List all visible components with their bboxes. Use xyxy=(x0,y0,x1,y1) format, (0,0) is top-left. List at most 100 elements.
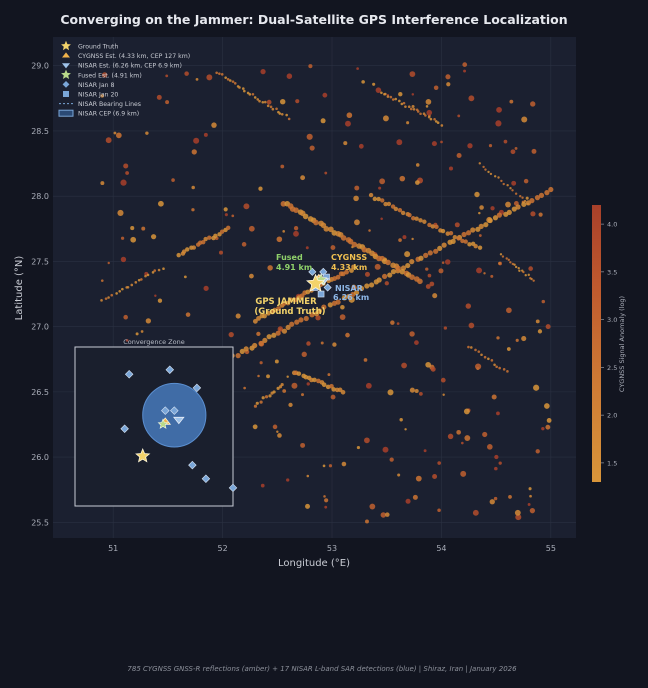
cygnss-point xyxy=(521,116,528,123)
cygnss-point xyxy=(478,223,484,229)
cygnss-point xyxy=(276,386,280,390)
cygnss-point xyxy=(349,268,354,273)
cygnss-point xyxy=(541,299,546,304)
cygnss-point xyxy=(171,178,175,182)
cygnss-point xyxy=(269,105,273,109)
cygnss-point xyxy=(502,182,505,186)
cygnss-point xyxy=(288,297,294,303)
cygnss-point xyxy=(341,461,347,467)
inset-nisar-point xyxy=(124,370,134,379)
cygnss-point xyxy=(541,426,545,431)
cygnss-point xyxy=(120,236,125,240)
cygnss-point xyxy=(100,181,105,186)
cygnss-point xyxy=(300,175,306,181)
cygnss-point xyxy=(405,262,411,269)
cygnss-point xyxy=(397,473,401,477)
cygnss-point xyxy=(452,234,458,240)
cygnss-point xyxy=(306,382,310,386)
cygnss-point xyxy=(527,273,530,277)
cygnss-point xyxy=(411,104,415,109)
cygnss-point xyxy=(508,495,512,499)
cygnss-point xyxy=(517,267,520,270)
cygnss-point xyxy=(376,277,382,283)
cygnss-point xyxy=(280,382,284,387)
cygnss-point xyxy=(268,394,272,398)
cygnss-point xyxy=(351,241,358,248)
cygnss-point xyxy=(407,105,411,109)
cygnss-point xyxy=(506,370,509,373)
cygnss-point xyxy=(487,170,490,174)
cygnss-point xyxy=(302,213,309,220)
cygnss-point xyxy=(498,366,501,370)
cygnss-point xyxy=(206,74,213,81)
cygnss-point xyxy=(433,248,439,254)
cygnss-point xyxy=(476,267,483,274)
cygnss-point xyxy=(272,390,276,394)
cygnss-point xyxy=(409,107,413,111)
cygnss-point xyxy=(506,184,509,187)
cygnss-point xyxy=(150,234,157,240)
y-tick-label: 28.0 xyxy=(31,192,49,201)
cygnss-point xyxy=(378,186,382,190)
cygnss-point xyxy=(478,162,481,165)
x-tick-label: 53 xyxy=(327,544,337,553)
cygnss-point xyxy=(399,268,406,275)
cygnss-point xyxy=(203,236,208,242)
cygnss-point xyxy=(433,117,436,121)
cygnss-point xyxy=(266,99,272,105)
cygnss-point xyxy=(441,242,447,248)
cygnss-point xyxy=(354,219,360,226)
cygnss-point xyxy=(308,64,313,69)
cygnss-point xyxy=(498,461,502,465)
cygnss-point xyxy=(463,239,468,244)
cygnss-point xyxy=(489,499,495,505)
cygnss-point xyxy=(426,109,433,116)
cygnss-point xyxy=(276,306,281,311)
cygnss-point xyxy=(262,313,267,319)
cygnss-point xyxy=(493,175,497,178)
cygnss-point xyxy=(258,186,263,191)
cygnss-point xyxy=(530,277,533,281)
cygnss-point xyxy=(324,171,328,175)
cygnss-point xyxy=(380,512,387,518)
cygnss-point xyxy=(305,503,310,509)
cygnss-point xyxy=(120,179,127,186)
cygnss-point xyxy=(524,274,527,277)
cygnss-point xyxy=(493,496,498,501)
cygnss-point xyxy=(490,359,494,362)
cygnss-point xyxy=(151,271,155,274)
cygnss-point xyxy=(423,252,429,258)
cygnss-point xyxy=(431,141,437,147)
cygnss-point xyxy=(538,192,545,198)
cygnss-point xyxy=(195,77,199,81)
cygnss-point xyxy=(191,185,195,190)
cygnss-point xyxy=(323,226,330,232)
cygnss-point xyxy=(405,498,411,504)
cygnss-point xyxy=(545,324,551,330)
cygnss-point xyxy=(443,326,448,330)
cygnss-point xyxy=(315,315,321,321)
cygnss-point xyxy=(379,178,386,185)
cygnss-point xyxy=(121,287,124,291)
cygnss-point xyxy=(285,113,288,117)
cygnss-point xyxy=(404,428,407,431)
cygnss-point xyxy=(415,475,422,482)
colorbar-tick-label: 3.5 xyxy=(607,268,617,276)
cygnss-point xyxy=(286,478,290,482)
cygnss-point xyxy=(288,402,293,407)
cygnss-point xyxy=(425,361,431,368)
cygnss-point xyxy=(365,519,369,524)
cygnss-point xyxy=(437,245,443,251)
cygnss-point xyxy=(256,331,261,336)
cygnss-point xyxy=(509,261,512,264)
cygnss-point xyxy=(293,230,299,237)
annotation-ground-truth: (Ground Truth) xyxy=(254,307,325,317)
cygnss-point xyxy=(537,329,543,334)
cygnss-point xyxy=(104,297,108,300)
cygnss-point xyxy=(351,264,357,270)
cygnss-point xyxy=(358,285,365,292)
cygnss-point xyxy=(507,258,510,262)
cygnss-point xyxy=(427,250,433,256)
cygnss-point xyxy=(487,217,493,224)
cygnss-point xyxy=(417,278,423,285)
